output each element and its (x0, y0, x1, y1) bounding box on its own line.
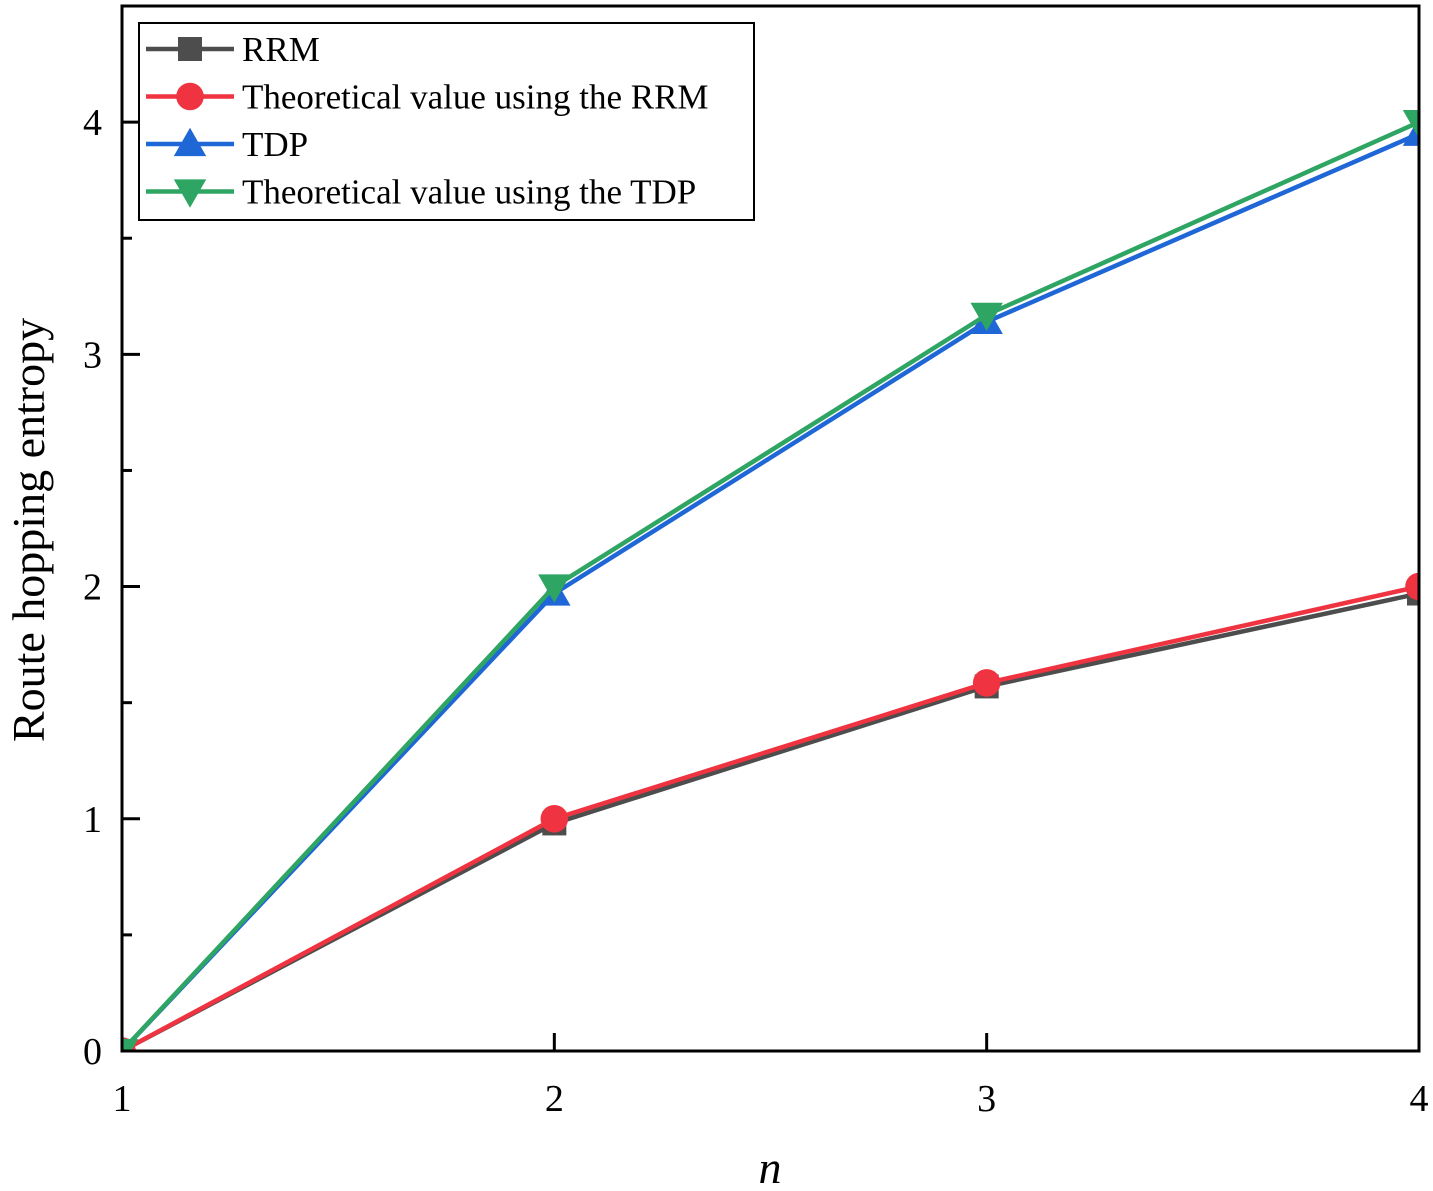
data-point-3-3 (1402, 109, 1419, 139)
legend-label-2: TDP (242, 125, 308, 164)
x-tick-label-0: 1 (113, 1078, 132, 1120)
legend-box (138, 22, 755, 221)
legend-label-0: RRM (242, 30, 320, 69)
series-1 (122, 572, 1419, 1051)
y-tick-label-3: 3 (83, 334, 102, 376)
series-line-2 (122, 131, 1419, 1051)
y-tick-label-0: 0 (83, 1031, 102, 1073)
data-point-1-1 (540, 804, 569, 833)
legend-label-3: Theoretical value using the TDP (242, 173, 696, 212)
data-point-1-2 (972, 669, 1001, 697)
series-line-3 (122, 120, 1419, 1051)
legend-marker-2 (173, 127, 207, 157)
legend: RRM Theoretical value using the RRM TDP The… (138, 22, 755, 221)
y-tick-label-2: 2 (83, 567, 102, 609)
legend-entry-2: TDP (146, 125, 308, 164)
data-point-2-3 (1402, 117, 1419, 146)
legend-entry-3: Theoretical value using the TDP (146, 173, 696, 212)
data-point-3-0 (122, 1038, 139, 1051)
legend-marker-3 (173, 179, 207, 208)
data-point-1-3 (1405, 572, 1419, 601)
data-point-3-2 (970, 302, 1003, 332)
y-tick-label-1: 1 (83, 799, 102, 841)
x-tick-label-3: 4 (1410, 1078, 1429, 1120)
x-tick-label-2: 3 (977, 1078, 996, 1120)
legend-marker-0 (178, 37, 202, 61)
plot-frame (120, 4, 1421, 1053)
series-layer (122, 109, 1419, 1051)
y-tick-label-4: 4 (83, 102, 102, 144)
x-axis-title: n (759, 1142, 782, 1191)
series-0 (122, 581, 1419, 1051)
legend-entry-1: Theoretical value using the RRM (146, 78, 709, 117)
series-line-0 (122, 591, 1419, 1051)
legend-entry-0: RRM (146, 30, 320, 69)
legend-label-1: Theoretical value using the RRM (242, 78, 709, 117)
series-3 (122, 109, 1419, 1051)
data-point-3-1 (538, 574, 571, 603)
legend-marker-1 (176, 82, 204, 111)
series-2 (122, 117, 1419, 1051)
x-tick-label-1: 2 (545, 1078, 564, 1120)
series-line-1 (122, 584, 1419, 1051)
y-axis-title: Route hopping entropy (3, 318, 54, 742)
